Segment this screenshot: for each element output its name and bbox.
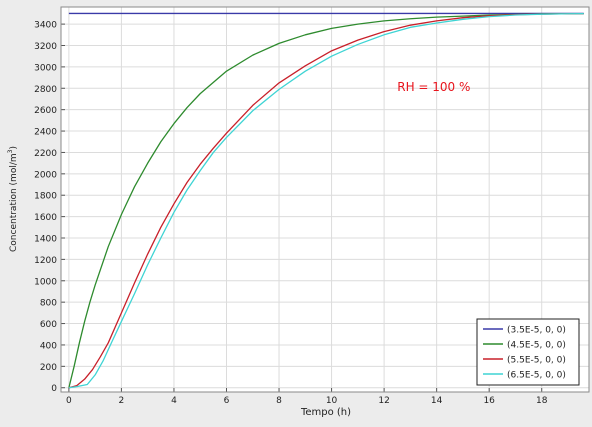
rh-annotation: RH = 100 % <box>397 80 470 94</box>
y-tick-label: 1000 <box>34 277 57 287</box>
x-axis-label: Tempo (h) <box>300 407 351 418</box>
x-tick-label: 2 <box>119 396 125 406</box>
y-tick-label: 1400 <box>34 235 57 245</box>
x-tick-label: 12 <box>378 396 389 406</box>
y-tick-label: 3000 <box>34 63 57 73</box>
legend: (3.5E-5, 0, 0) (4.5E-5, 0, 0) (5.5E-5, 0, … <box>476 318 580 386</box>
x-tick-label: 0 <box>66 396 72 406</box>
y-tick-label: 2600 <box>34 106 57 116</box>
y-tick-label: 800 <box>40 299 57 309</box>
y-tick-label: 200 <box>40 363 57 373</box>
y-tick-label: 2000 <box>34 170 57 180</box>
x-tick-label: 6 <box>224 396 230 406</box>
series-line-4 <box>68 12 584 389</box>
y-tick-label: 1600 <box>34 213 57 223</box>
x-tick-label: 18 <box>536 396 548 406</box>
y-tick-label: 3400 <box>34 21 57 31</box>
legend-label-1: (3.5E-5, 0, 0) <box>507 326 566 336</box>
y-tick-label: 600 <box>40 320 57 330</box>
legend-label-3: (5.5E-5, 0, 0) <box>507 356 566 366</box>
y-tick-label: 2400 <box>34 128 57 138</box>
y-tick-label: 0 <box>51 384 57 394</box>
y-axis-label: Concentration (mol/m3) <box>7 146 19 252</box>
y-tick-label: 400 <box>40 341 57 351</box>
series-line-3 <box>68 12 584 389</box>
y-tick-label: 3200 <box>34 42 57 52</box>
x-tick-label: 4 <box>171 396 177 406</box>
plot-frame <box>60 6 590 393</box>
series-line-2 <box>68 12 584 388</box>
x-tick-label: 8 <box>276 396 282 406</box>
y-tick-label: 2200 <box>34 149 57 159</box>
y-tick-label: 1200 <box>34 256 57 266</box>
x-tick-label: 10 <box>326 396 338 406</box>
legend-label-4: (6.5E-5, 0, 0) <box>507 371 566 381</box>
y-tick-label: 1800 <box>34 192 57 202</box>
x-tick-label: 16 <box>483 396 495 406</box>
y-tick-label: 2800 <box>34 85 57 95</box>
legend-label-2: (4.5E-5, 0, 0) <box>507 341 566 351</box>
x-tick-label: 14 <box>431 396 443 406</box>
